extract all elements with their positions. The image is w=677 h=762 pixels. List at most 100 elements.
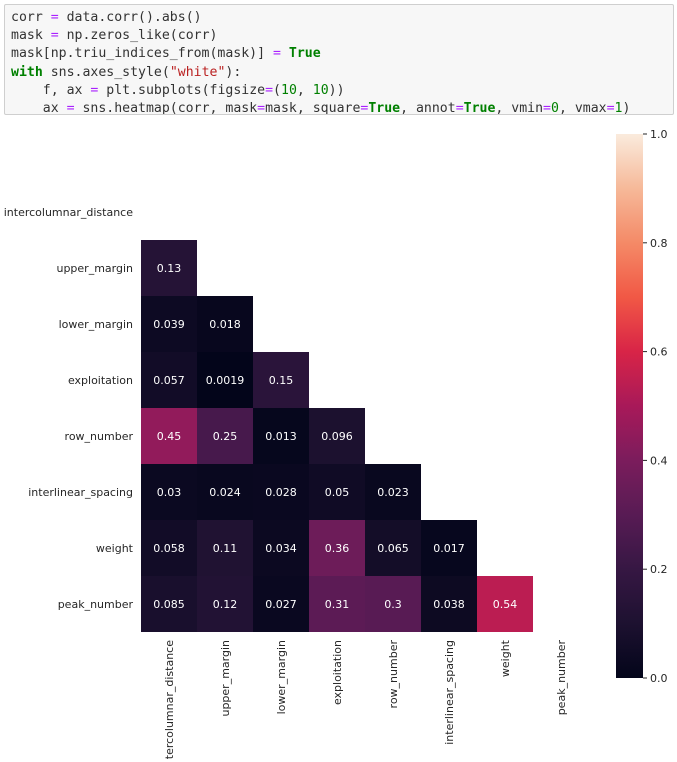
code-token: = — [90, 82, 99, 98]
code-token: plt.subplots(figsize — [98, 82, 266, 98]
code-token: = — [66, 100, 75, 115]
y-tick-label: upper_margin — [56, 262, 133, 275]
y-tick-label: weight — [96, 542, 134, 555]
y-tick-label: peak_number — [58, 598, 134, 611]
heatmap-cell — [197, 296, 253, 352]
cell-annotation: 0.11 — [213, 542, 238, 555]
heatmap-figure: 0.13 0.039 0.018 0.057 0.0019 0.15 0.45 0.25 0.0… — [0, 120, 677, 762]
x-tick-label: intercolumnar_distance — [163, 640, 176, 760]
colorbar-tick-label: 1.0 — [650, 128, 668, 141]
cell-annotation: 0.027 — [265, 598, 297, 611]
code-token: = — [543, 100, 551, 115]
cell-annotation: 0.096 — [321, 430, 353, 443]
code-token: np.zeros_like(corr) — [58, 28, 218, 44]
code-token: ) — [622, 100, 631, 115]
colorbar-tick-label: 0.2 — [650, 563, 668, 576]
x-tick-label: weight — [499, 639, 512, 677]
heatmap-cell — [253, 352, 309, 408]
code-token: = — [606, 100, 615, 115]
x-tick-label: interlinear_spacing — [443, 640, 456, 745]
x-tick-label: exploitation — [331, 640, 344, 705]
code-token: = — [50, 10, 59, 25]
cell-annotation: 0.54 — [493, 598, 518, 611]
code-line: mask[np.triu_indices_from(mask)] = True — [11, 45, 667, 63]
y-tick-label: interlinear_spacing — [28, 486, 133, 499]
heatmap-cell — [253, 520, 309, 576]
code-line: ax = sns.heatmap(corr, mask=mask, square… — [11, 100, 667, 115]
colorbar-tick-label: 0.0 — [650, 672, 668, 685]
code-token: 10 — [312, 82, 329, 98]
cell-annotation: 0.039 — [153, 318, 185, 331]
heatmap-cell — [197, 352, 253, 408]
code-line: with sns.axes_style("white"): — [11, 64, 667, 82]
code-token: , vmax — [558, 100, 607, 115]
heatmap-cell — [197, 408, 253, 464]
code-token: , vmin — [495, 100, 544, 115]
code-line: f, ax = plt.subplots(figsize=(10, 10)) — [11, 82, 667, 100]
y-tick-label: intercolumnar_distance — [4, 206, 133, 219]
cell-annotation: 0.05 — [325, 486, 350, 499]
cell-annotation: 0.12 — [213, 598, 238, 611]
code-token: = — [273, 46, 281, 62]
y-tick-label: lower_margin — [59, 318, 133, 331]
code-token: 10 — [281, 82, 297, 98]
cell-annotation: 0.038 — [433, 598, 465, 611]
heatmap-cell — [309, 408, 365, 464]
heatmap-cell — [477, 576, 533, 632]
heatmap-cell — [141, 408, 197, 464]
heatmap-cell — [421, 520, 477, 576]
code-token: , annot — [400, 100, 456, 115]
code-token: mask — [11, 28, 51, 44]
cell-annotation: 0.028 — [265, 486, 297, 499]
cell-annotation: 0.25 — [213, 430, 238, 443]
cell-annotation: 0.017 — [433, 542, 465, 555]
code-token: ( — [273, 82, 281, 98]
colorbar-tick-label: 0.6 — [650, 346, 668, 359]
code-token: mask[np.triu_indices_from(mask)] — [11, 46, 274, 62]
x-tick-label: upper_margin — [219, 640, 232, 717]
heatmap-cell — [141, 296, 197, 352]
code-token: corr — [11, 10, 51, 25]
colorbar — [616, 134, 643, 678]
cell-annotation: 0.0019 — [206, 374, 245, 387]
cell-annotation: 0.065 — [377, 542, 409, 555]
heatmap-cell — [141, 576, 197, 632]
code-token: = — [265, 82, 274, 98]
x-tick-label: peak_number — [555, 640, 568, 716]
code-token: data.corr().abs() — [58, 10, 202, 25]
heatmap-cell — [253, 464, 309, 520]
code-token: = — [50, 28, 59, 44]
code-token: sns.heatmap(corr, mask — [74, 100, 258, 115]
heatmap-cell — [365, 464, 421, 520]
code-token: True — [368, 100, 401, 115]
code-token: ): — [225, 64, 242, 80]
code-token: = — [360, 100, 369, 115]
code-token: = — [455, 100, 464, 115]
x-tick-label: row_number — [387, 640, 400, 709]
cell-annotation: 0.45 — [157, 430, 182, 443]
code-token: )) — [328, 82, 345, 98]
colorbar-tick-label: 0.8 — [650, 237, 668, 250]
cell-annotation: 0.034 — [265, 542, 297, 555]
code-token: True — [463, 100, 496, 115]
code-token — [281, 46, 289, 61]
cell-annotation: 0.057 — [153, 374, 185, 387]
y-tick-label: row_number — [65, 430, 134, 443]
heatmap-svg: 0.13 0.039 0.018 0.057 0.0019 0.15 0.45 0.25 0.0… — [4, 128, 668, 762]
cell-annotation: 0.013 — [265, 430, 297, 443]
heatmap-cell — [421, 576, 477, 632]
code-token: = — [257, 100, 266, 115]
code-token: , — [296, 82, 313, 98]
cell-annotation: 0.36 — [325, 542, 350, 555]
cell-annotation: 0.023 — [377, 486, 409, 499]
code-token: ax — [11, 100, 67, 115]
heatmap-cell — [197, 576, 253, 632]
code-token: "white" — [169, 64, 226, 80]
code-line: corr = data.corr().abs() — [11, 9, 667, 27]
code-cell[interactable]: corr = data.corr().abs() mask = np.zeros_… — [4, 4, 674, 115]
heatmap-cell — [197, 520, 253, 576]
heatmap-cell — [197, 464, 253, 520]
cell-annotation: 0.13 — [157, 262, 182, 275]
code-token: with — [11, 64, 43, 80]
cell-annotation: 0.085 — [153, 598, 185, 611]
